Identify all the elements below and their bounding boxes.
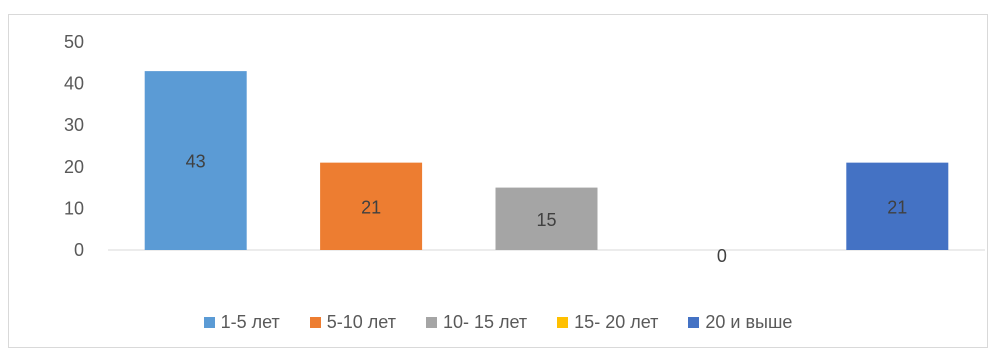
bar [320,162,423,250]
bars-group [144,71,949,251]
bar [846,162,949,250]
y-tick-label: 0 [74,240,84,260]
data-label: 43 [186,152,206,172]
legend-label: 10- 15 лет [442,311,528,332]
legend-swatch [309,316,321,328]
legend-item: 15- 20 лет [557,312,658,333]
y-tick-label: 40 [64,74,84,94]
legend-label: 1-5 лет [220,311,280,332]
y-tick-label: 20 [64,157,84,177]
legend-swatch [557,316,569,328]
y-axis: 0 10 20 30 40 50 [64,32,84,260]
bar [495,187,598,250]
data-labels-group: 43 21 15 0 21 [186,152,908,266]
data-label: 15 [536,210,556,230]
y-tick-label: 50 [64,32,84,52]
legend-swatch [425,316,437,328]
legend-item: 20 и выше [688,312,792,333]
legend: 1-5 лет 5-10 лет 10- 15 лет 15- 20 лет 20 и … [0,302,996,342]
data-label: 21 [361,197,381,217]
bar [144,71,247,251]
legend-item: 5-10 лет [309,311,396,333]
legend-label: 5-10 лет [326,311,396,332]
legend-swatch [688,316,700,328]
legend-item: 10- 15 лет [425,311,528,333]
y-tick-label: 10 [64,198,84,218]
legend-swatch [203,316,215,328]
legend-label: 15- 20 лет [574,311,659,332]
data-label: 0 [717,246,727,266]
y-tick-label: 30 [64,115,84,135]
data-label: 21 [887,197,907,217]
legend-item: 1-5 лет [203,311,280,333]
legend-label: 20 и выше [705,311,793,332]
bar-chart: 0 10 20 30 40 50 43 21 15 0 21 [64,32,985,266]
